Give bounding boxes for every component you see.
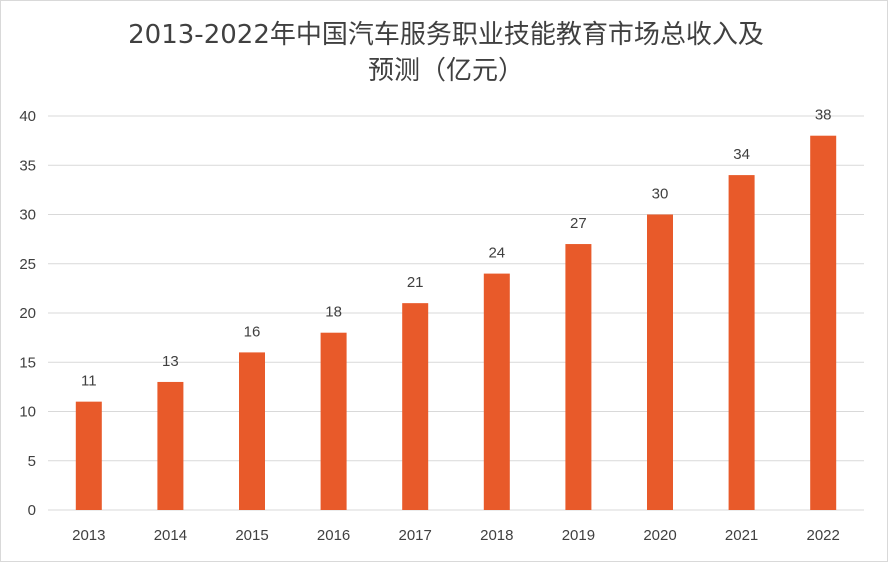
data-labels: 11 13 16 18 21 24 27 30 34 38 (81, 107, 832, 390)
x-tick-label-2021: 2021 (725, 527, 758, 544)
bar-2020 (647, 214, 673, 510)
bars (75, 135, 837, 511)
y-tick-label: 10 (19, 404, 36, 421)
x-tick-label-2022: 2022 (807, 527, 840, 544)
data-label-2020: 30 (652, 186, 669, 203)
data-label-2019: 27 (570, 215, 587, 232)
data-label-2018: 24 (488, 245, 505, 262)
data-label-2015: 16 (244, 323, 261, 340)
y-tick-label: 35 (19, 157, 36, 174)
bar-2021 (728, 175, 755, 510)
x-tick-label-2019: 2019 (562, 527, 595, 544)
x-tick-label-2020: 2020 (643, 527, 676, 544)
bar-2022 (810, 135, 837, 510)
y-tick-label: 0 (28, 502, 36, 519)
y-tick-label: 20 (19, 305, 36, 322)
data-label-2014: 13 (162, 353, 179, 370)
chart-title-line-2: 预测（亿元） (367, 56, 524, 86)
bar-2019 (565, 244, 592, 511)
x-tick-label-2018: 2018 (480, 527, 513, 544)
x-tick-label-2015: 2015 (235, 527, 268, 544)
y-tick-label: 40 (19, 108, 36, 125)
x-tick-label-2014: 2014 (154, 527, 187, 544)
y-tick-label: 25 (19, 256, 36, 273)
x-tick-label-2016: 2016 (317, 527, 350, 544)
chart-title-line-1: 2013-2022年中国汽车服务职业技能教育市场总收入及 (128, 20, 764, 50)
bar-2015 (239, 352, 265, 510)
x-tick-label-2017: 2017 (399, 527, 432, 544)
data-label-2022: 38 (815, 107, 832, 124)
bar-2018 (483, 273, 510, 510)
data-label-2013: 11 (81, 373, 97, 390)
data-label-2017: 21 (407, 274, 424, 291)
bar-2013 (75, 401, 102, 510)
data-label-2021: 34 (733, 146, 750, 163)
y-axis-ticks: 0 5 10 15 20 25 30 35 40 (19, 108, 36, 519)
bar-2014 (157, 381, 184, 510)
data-label-2016: 18 (325, 304, 342, 321)
y-tick-label: 5 (28, 453, 36, 470)
x-axis-ticks: 2013 2014 2015 2016 2017 2018 2019 2020 2021 2022 (72, 527, 840, 544)
bar-2016 (320, 332, 347, 510)
gridlines (48, 115, 864, 511)
x-tick-label-2013: 2013 (72, 527, 105, 544)
y-tick-label: 15 (19, 354, 36, 371)
bar-2017 (402, 303, 429, 510)
y-tick-label: 30 (19, 207, 36, 224)
